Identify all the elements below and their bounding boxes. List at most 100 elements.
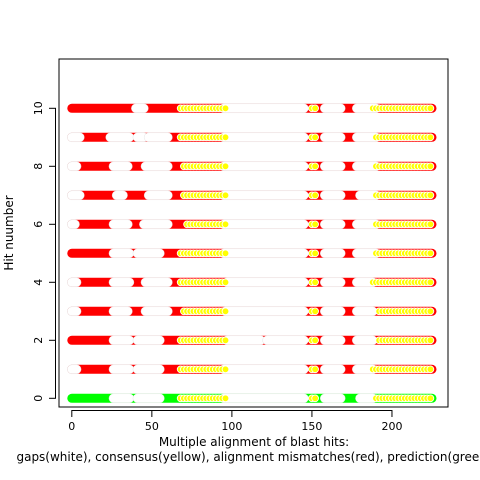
- hit-row-4: [67, 277, 437, 287]
- gap-segment: [105, 132, 135, 143]
- gap-segment: [219, 248, 309, 259]
- gap-segment: [219, 219, 309, 230]
- gap-segment: [108, 161, 133, 172]
- consensus-point: [426, 336, 435, 345]
- x-axis-title-line1: Multiple alignment of blast hits:: [159, 435, 349, 449]
- gap-segment: [140, 277, 173, 287]
- gap-segment: [219, 132, 309, 143]
- gap-segment: [108, 306, 133, 316]
- gap-segment: [132, 364, 165, 374]
- y-tick-label: 4: [32, 279, 45, 286]
- consensus-point: [426, 220, 435, 229]
- consensus-point: [311, 133, 319, 142]
- gap-segment: [219, 393, 309, 403]
- gap-segment: [352, 335, 378, 345]
- gap-segment: [219, 103, 309, 114]
- gap-segment: [262, 335, 309, 345]
- gap-segment: [320, 219, 346, 230]
- hit-row-9: [67, 132, 437, 143]
- consensus-point: [221, 307, 230, 316]
- x-tick-label: 0: [68, 420, 75, 433]
- consensus-point: [311, 191, 319, 200]
- hit-row-2: [67, 335, 437, 345]
- gap-segment: [108, 393, 135, 403]
- consensus-point: [426, 133, 435, 142]
- consensus-point: [311, 162, 319, 171]
- consensus-point: [221, 365, 230, 374]
- gap-segment: [132, 335, 165, 345]
- consensus-point: [311, 220, 319, 229]
- gap-segment: [131, 103, 149, 114]
- consensus-point: [426, 307, 435, 316]
- gap-segment: [132, 393, 165, 403]
- x-axis-title-line2: gaps(white), consensus(yellow), alignmen…: [16, 450, 480, 464]
- gap-segment: [67, 306, 82, 316]
- consensus-point: [221, 191, 230, 200]
- gap-segment: [67, 190, 85, 201]
- gap-segment: [139, 219, 173, 230]
- hit-row-0: [67, 393, 437, 403]
- gap-segment: [140, 161, 173, 172]
- x-tick-label: 100: [221, 420, 242, 433]
- gap-segment: [320, 306, 346, 316]
- consensus-point: [426, 191, 435, 200]
- consensus-point: [221, 278, 230, 287]
- gap-segment: [108, 364, 135, 374]
- x-tick-label: 50: [145, 420, 159, 433]
- gap-segment: [222, 277, 309, 287]
- gap-segment: [67, 161, 82, 172]
- gap-segment: [352, 306, 378, 316]
- consensus-point: [221, 336, 230, 345]
- hit-row-5: [67, 248, 437, 259]
- x-axis: 0 50 100 150 200: [68, 410, 402, 433]
- hit-row-6: [67, 219, 437, 230]
- gap-segment: [67, 219, 80, 230]
- gap-segment: [219, 190, 309, 201]
- consensus-point: [221, 249, 230, 258]
- gap-segment: [320, 248, 346, 259]
- consensus-point: [426, 104, 435, 113]
- consensus-point: [221, 104, 230, 113]
- y-tick-label: 6: [32, 221, 45, 228]
- hit-row-1: [67, 364, 437, 374]
- hit-row-10: [67, 103, 437, 114]
- gap-segment: [67, 132, 85, 143]
- y-tick-label: 10: [32, 101, 45, 115]
- y-tick-label: 0: [32, 395, 45, 402]
- hit-row-3: [67, 306, 437, 316]
- x-tick-label: 200: [381, 420, 402, 433]
- consensus-point: [221, 162, 230, 171]
- gap-segment: [108, 248, 135, 259]
- gap-segment: [143, 132, 173, 143]
- gap-segment: [108, 277, 135, 287]
- consensus-point: [311, 278, 319, 287]
- consensus-point: [311, 394, 319, 403]
- gap-segment: [108, 335, 135, 345]
- consensus-point: [426, 162, 435, 171]
- y-tick-label: 8: [32, 163, 45, 170]
- consensus-point: [426, 394, 435, 403]
- gap-segment: [320, 335, 346, 345]
- consensus-point: [426, 249, 435, 258]
- consensus-point: [311, 336, 319, 345]
- gap-segment: [320, 132, 346, 143]
- gap-segment: [220, 306, 309, 316]
- alignment-rows: [67, 103, 437, 403]
- x-tick-label: 150: [301, 420, 322, 433]
- gap-segment: [219, 364, 309, 374]
- y-axis: 0 2 4 6 8 10: [32, 101, 56, 402]
- consensus-point: [221, 220, 230, 229]
- y-tick-label: 2: [32, 337, 45, 344]
- gap-segment: [111, 190, 128, 201]
- gap-segment: [140, 306, 173, 316]
- consensus-point: [311, 365, 319, 374]
- consensus-point: [311, 104, 319, 113]
- gap-segment: [320, 161, 346, 172]
- y-axis-title: Hit nuumber: [2, 195, 16, 270]
- hit-row-7: [67, 190, 437, 201]
- gap-segment: [67, 277, 82, 287]
- consensus-point: [426, 365, 435, 374]
- gap-segment: [219, 161, 309, 172]
